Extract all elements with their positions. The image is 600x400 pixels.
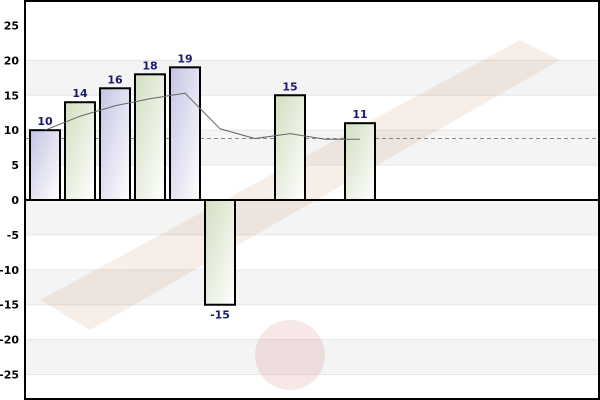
bar xyxy=(169,66,201,202)
y-tick-label: -20 xyxy=(0,334,19,347)
y-tick-label: 0 xyxy=(11,194,19,207)
plot-frame xyxy=(24,0,600,400)
bar xyxy=(274,94,306,201)
y-tick-label: 5 xyxy=(11,159,19,172)
trend-line xyxy=(44,92,360,140)
bar xyxy=(204,199,236,306)
data-label: 15 xyxy=(282,80,297,93)
y-tick-label: 25 xyxy=(4,19,19,32)
data-label: 19 xyxy=(177,52,192,65)
data-label: 14 xyxy=(72,87,88,100)
grid-band xyxy=(25,269,599,305)
y-tick-label: -10 xyxy=(0,264,19,277)
y-tick-label: 10 xyxy=(4,124,20,137)
bar xyxy=(134,73,166,201)
grid-band xyxy=(25,339,599,375)
grid-band xyxy=(25,200,599,235)
data-label: 16 xyxy=(107,73,123,86)
y-tick-label: -5 xyxy=(7,229,19,242)
y-tick-label: -25 xyxy=(0,369,19,382)
data-label: -15 xyxy=(210,309,230,322)
data-label: 10 xyxy=(37,115,53,128)
grid-bands xyxy=(25,59,599,376)
bar xyxy=(29,129,61,202)
bar xyxy=(99,87,131,201)
bar xyxy=(344,122,376,201)
y-tick-label: -15 xyxy=(0,299,19,312)
data-label: 11 xyxy=(352,108,367,121)
data-label: 18 xyxy=(142,59,157,72)
y-tick-label: 20 xyxy=(4,54,20,67)
bar xyxy=(64,101,96,201)
y-tick-label: 15 xyxy=(4,89,19,102)
